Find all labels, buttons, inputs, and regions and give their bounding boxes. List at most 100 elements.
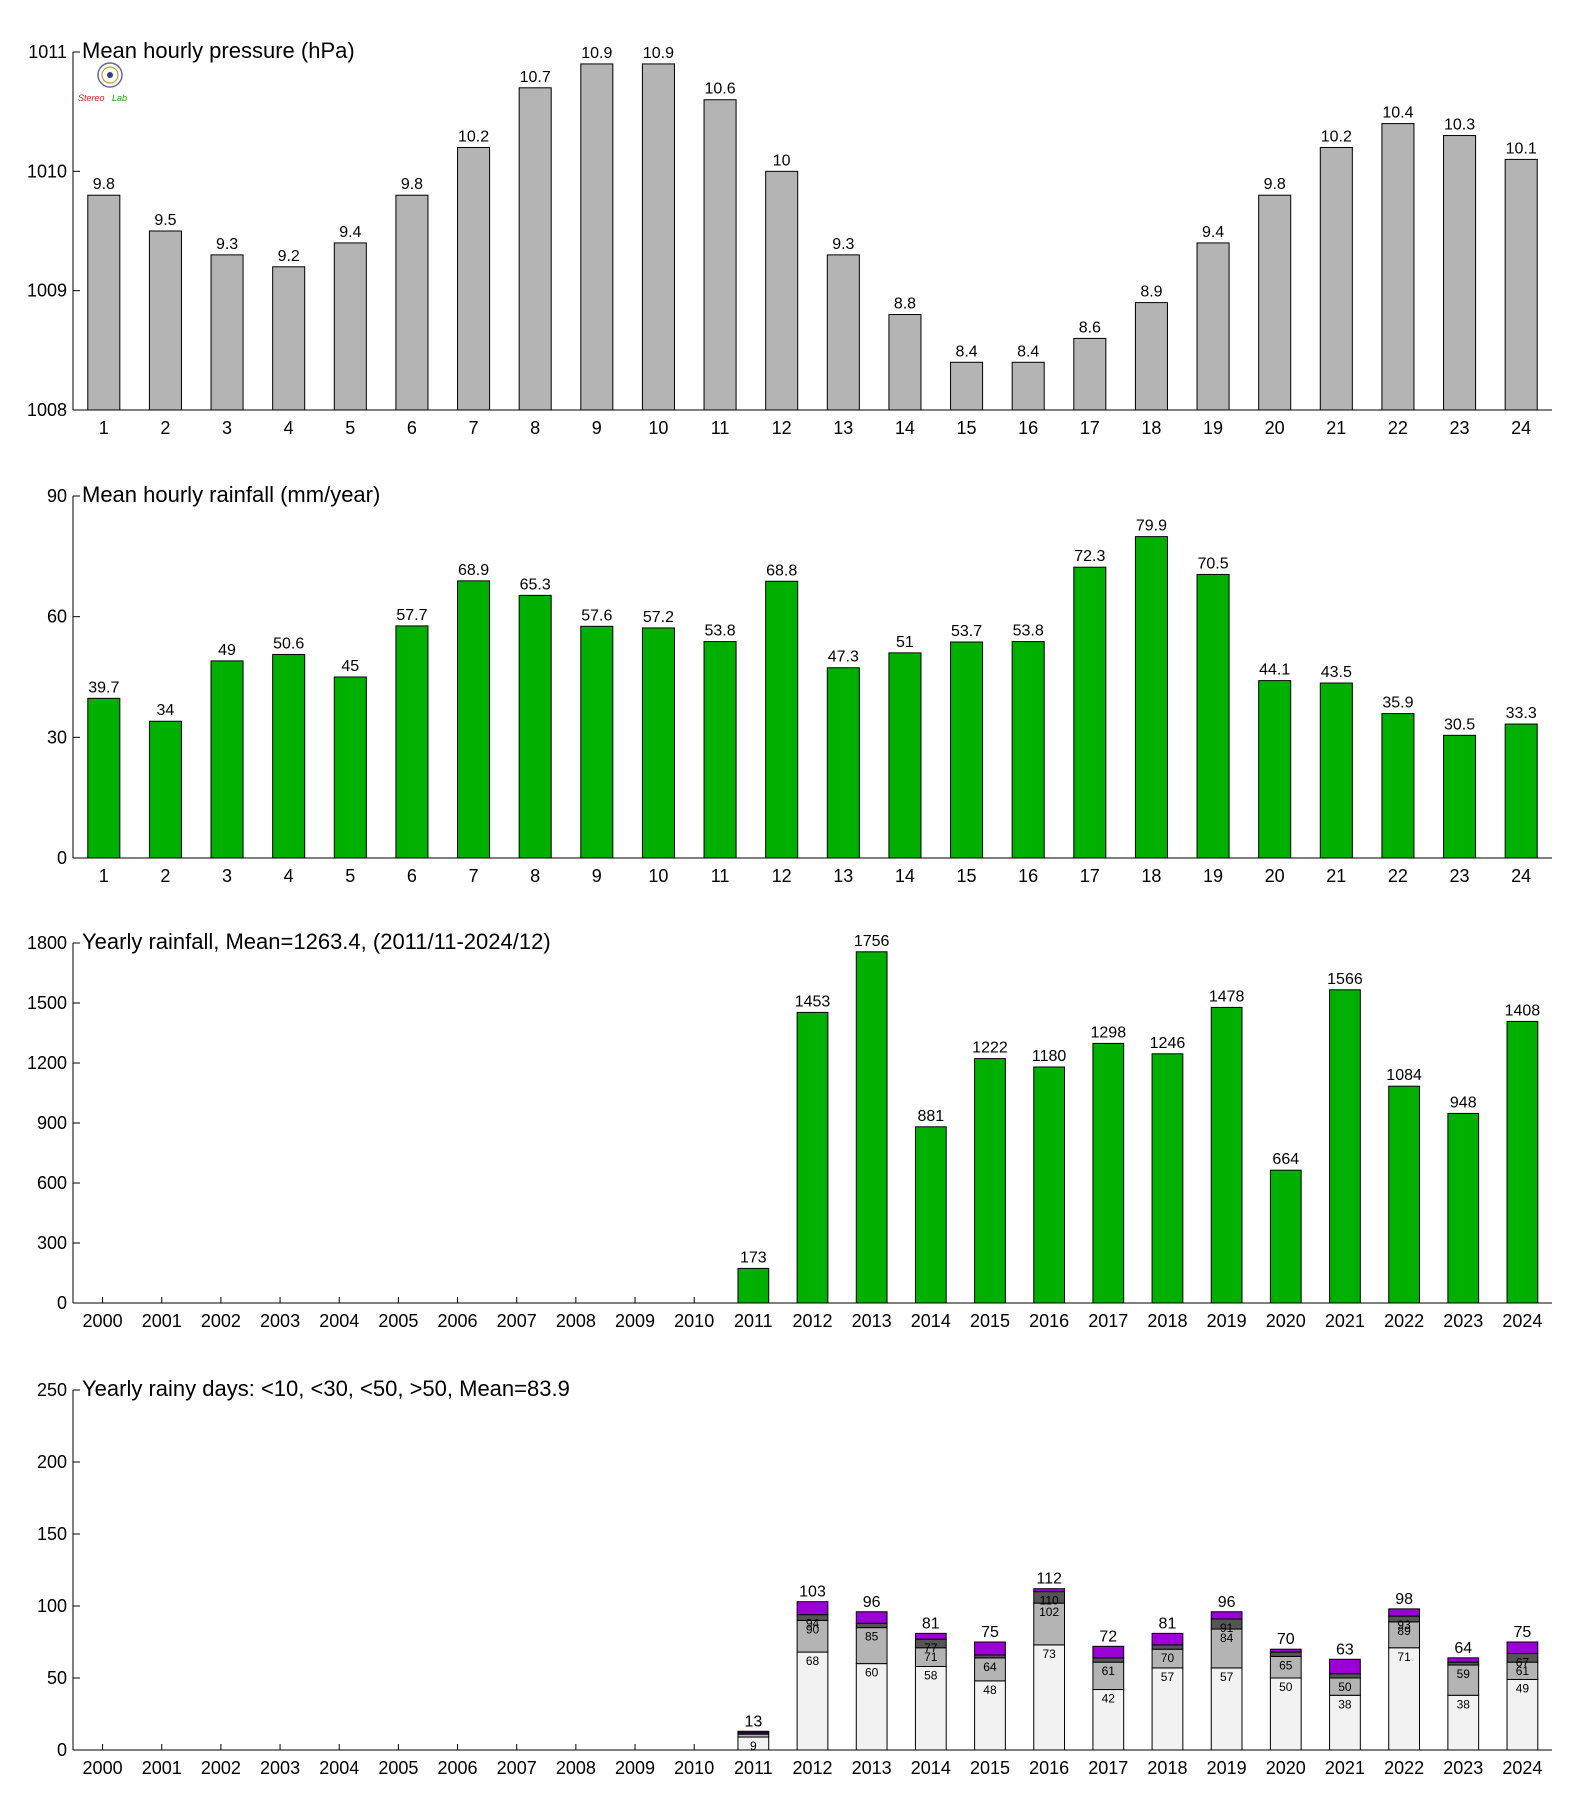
segment-lt50 [1092,1657,1125,1663]
bar-value-label: 1566 [1327,971,1363,988]
x-tick-label: 2008 [556,1758,596,1778]
bar [796,1011,829,1304]
lt30-days-label: 50 [1338,1680,1352,1694]
segment-gt50 [1329,1658,1361,1675]
x-tick-label: 2011 [734,1311,773,1331]
bar [1011,641,1045,859]
segment-lt30 [1033,1602,1066,1646]
yearly-rainfall-chart: 0 300 600 900 1200 1500 1800 2000 2001 2002 2003 20… [27,929,1552,1331]
lt30-days-label: 59 [1457,1667,1471,1681]
x-tick-label: 9 [592,418,602,438]
segment-gt50 [1092,1645,1125,1659]
x-tick-label: 24 [1511,866,1531,886]
x-tick-label: 18 [1141,418,1161,438]
lt30-days-label: 89 [1397,1624,1411,1638]
segment-gt50 [1506,1641,1539,1655]
x-tick-label: 12 [772,866,792,886]
segment-lt10 [1092,1689,1125,1751]
bar [1210,1006,1243,1304]
bar-value-label: 8.6 [1079,319,1101,336]
total-days-label: 70 [1277,1631,1295,1648]
bar [87,697,121,859]
bar-value-label: 10.2 [1321,128,1352,145]
bar [1011,361,1045,411]
segment-gt50 [1269,1648,1302,1653]
x-tick-label: 2002 [201,1311,241,1331]
x-tick-label: 10 [648,866,668,886]
bar [1151,1053,1184,1304]
x-tick-label: 2022 [1384,1758,1424,1778]
x-tick-label: 2015 [970,1758,1010,1778]
bar-value-label: 9.2 [278,248,300,265]
x-tick-label: 2006 [438,1758,478,1778]
x-tick-label: 4 [284,418,294,438]
x-tick-label: 2023 [1443,1311,1483,1331]
bar [703,99,737,411]
lt50-days-label: 67 [1516,1656,1530,1670]
y-tick-label: 300 [37,1233,67,1253]
lt10-days-label: 38 [1457,1697,1471,1711]
y-tick-label: 1500 [27,993,67,1013]
chart-title: Mean hourly rainfall (mm/year) [82,482,380,507]
segment-gt50 [1447,1657,1480,1663]
x-tick-label: 10 [648,418,668,438]
x-tick-label: 2019 [1207,1311,1247,1331]
segment-lt50 [855,1622,888,1629]
segment-gt50 [914,1632,947,1640]
bar-value-label: 45 [341,658,359,675]
bar-value-label: 9.8 [93,176,115,193]
lt10-days-label: 57 [1161,1670,1175,1684]
bar-value-label: 10.6 [704,81,735,98]
lt30-days-label: 65 [1279,1658,1293,1672]
bar [1033,1066,1066,1304]
lt50-days-label: 94 [806,1617,820,1631]
bar [641,627,675,859]
lt50-days-label: 91 [1220,1621,1234,1635]
bar [395,625,429,859]
y-tick-label: 1011 [28,42,67,62]
bar-value-label: 173 [740,1249,767,1266]
lt30-days-label: 90 [806,1622,820,1636]
lt10-days-label: 9 [750,1739,757,1753]
bar [1258,194,1292,411]
bar-value-label: 10.9 [643,45,674,62]
bar [1073,566,1107,859]
total-days-label: 96 [863,1594,881,1611]
x-tick-label: 2006 [438,1311,478,1331]
bar-value-label: 57.2 [643,609,674,626]
bar-value-label: 1084 [1386,1067,1422,1084]
x-tick-label: 2014 [911,1758,951,1778]
lt10-days-label: 50 [1279,1680,1293,1694]
total-days-label: 96 [1218,1594,1236,1611]
x-tick-label: 2024 [1502,1758,1542,1778]
x-tick-label: 8 [530,418,540,438]
bar [641,63,675,411]
bar-value-label: 79.9 [1136,518,1167,535]
x-tick-label: 2024 [1502,1311,1542,1331]
bar-value-label: 1298 [1091,1024,1127,1041]
bar [1134,536,1168,859]
bar [333,242,367,411]
bar-value-label: 1222 [972,1040,1008,1057]
x-tick-label: 3 [222,866,232,886]
segment-lt30 [855,1627,888,1665]
segment-lt50 [1151,1644,1184,1650]
bar-value-label: 1478 [1209,988,1245,1005]
x-tick-label: 13 [833,418,853,438]
x-tick-label: 2004 [319,1311,359,1331]
y-tick-label: 0 [57,848,67,868]
segment-lt30 [1447,1664,1480,1696]
y-tick-label: 100 [37,1596,67,1616]
y-tick-label: 1800 [27,933,67,953]
x-tick-label: 2004 [319,1758,359,1778]
x-tick-label: 2008 [556,1311,596,1331]
bar [1319,682,1353,859]
yearly-rainy-days-chart: 0 50 100 150 200 250 2000 2001 2002 2003 2004 2005 2… [37,1376,1552,1778]
bar-value-label: 30.5 [1444,716,1475,733]
bar-value-label: 10 [773,152,791,169]
bar-value-label: 9.4 [339,224,361,241]
lt30-days-label: 70 [1161,1651,1175,1665]
bar-value-label: 10.7 [520,69,551,86]
